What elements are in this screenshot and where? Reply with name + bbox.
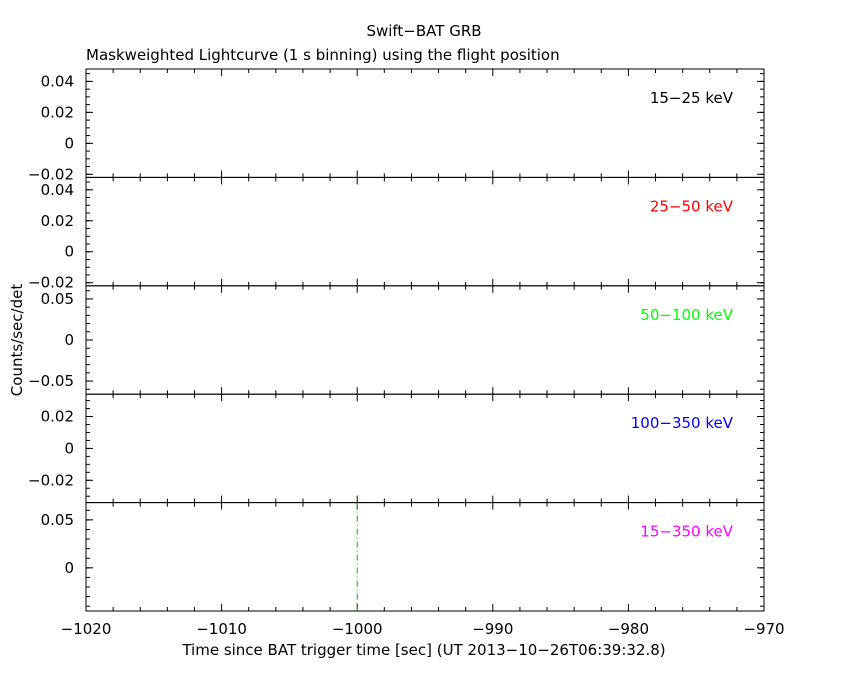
y-tick-label: 0 — [64, 243, 74, 261]
panels: −0.02 0 0.02 0.04 15−25 keV −0.02 0 0.02 0.04 25−… — [28, 68, 765, 612]
y-tick-label: 0.04 — [41, 181, 74, 199]
chart-subtitle: Maskweighted Lightcurve (1 s binning) us… — [86, 46, 560, 64]
band-label: 50−100 keV — [640, 306, 733, 324]
y-tick-label: 0 — [64, 134, 74, 152]
x-axis: −1020 −1010 −1000 −990 −980 −970 — [61, 620, 785, 638]
y-tick-label: −0.02 — [28, 165, 74, 183]
y-tick-label: 0.02 — [41, 408, 74, 426]
x-tick-label: −1020 — [61, 620, 112, 638]
y-tick-label: −0.02 — [28, 274, 74, 292]
x-tick-label: −980 — [608, 620, 649, 638]
x-tick-label: −990 — [472, 620, 513, 638]
band-label: 15−350 keV — [640, 523, 733, 541]
panel-5: 0 0.05 15−350 keV — [41, 502, 765, 612]
band-label: 25−50 keV — [650, 197, 734, 215]
y-tick-label: 0 — [64, 439, 74, 457]
x-tick-label: −970 — [743, 620, 784, 638]
y-tick-label: 0.05 — [41, 511, 74, 529]
x-tick-label: −1000 — [332, 620, 383, 638]
y-tick-label: 0.04 — [41, 72, 74, 90]
x-tick-label: −1010 — [196, 620, 247, 638]
y-tick-label: 0 — [64, 331, 74, 349]
y-tick-label: 0.02 — [41, 212, 74, 230]
y-tick-label: 0.05 — [41, 290, 74, 308]
y-tick-label: −0.02 — [28, 471, 74, 489]
band-label: 100−350 keV — [631, 414, 734, 432]
panel-frame — [85, 502, 765, 612]
x-axis-label: Time since BAT trigger time [sec] (UT 20… — [181, 641, 665, 659]
y-axis-label: Counts/sec/det — [8, 284, 26, 397]
y-tick-label: 0.02 — [41, 103, 74, 121]
band-label: 15−25 keV — [650, 89, 734, 107]
panel-1: −0.02 0 0.02 0.04 15−25 keV — [28, 68, 765, 183]
chart-title: Swift−BAT GRB — [366, 22, 481, 40]
y-tick-label: −0.05 — [28, 372, 74, 390]
y-tick-label: 0 — [64, 559, 74, 577]
